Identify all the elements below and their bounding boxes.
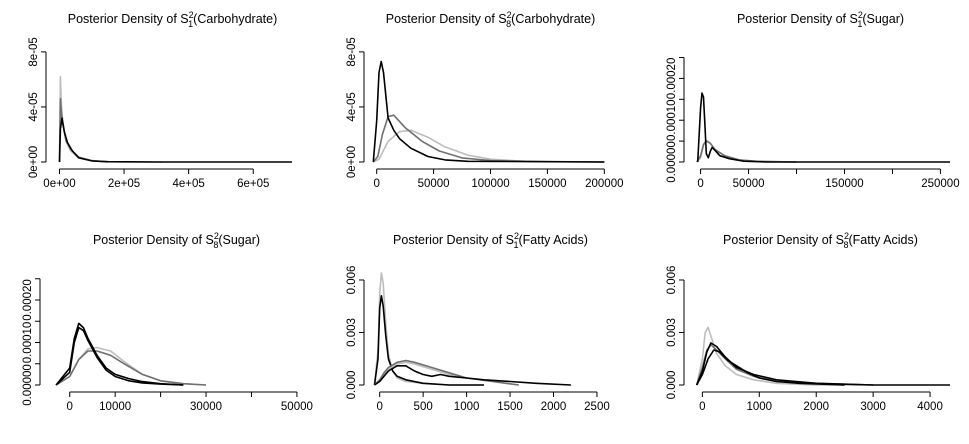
y-tick-label: 0.00020 <box>666 58 678 100</box>
y-tick-label: 0e+00 <box>28 146 40 178</box>
x-tick-label: 4000 <box>917 401 943 413</box>
x-tick-label: 250000 <box>921 178 959 190</box>
x-tick-label: 0 <box>376 401 382 413</box>
x-tick-label: 150000 <box>825 178 863 190</box>
y-tick-label: 4e-05 <box>346 92 358 121</box>
x-tick-label: 10000 <box>99 401 131 413</box>
density-series-2 <box>695 343 874 386</box>
chart-panel-4: Posterior Density of S2 8(Sugar) 0 10000 300… <box>22 231 313 413</box>
density-series-4 <box>695 349 845 386</box>
x-tick-label: 2e+05 <box>108 178 140 190</box>
y-tick-label: 4e-05 <box>28 92 40 121</box>
chart-panel-6: Posterior Density of S2 8(Fatty Acids) 0 10… <box>666 231 950 413</box>
y-tick-label: 0.00000 <box>22 364 34 406</box>
density-series-3 <box>58 117 292 163</box>
density-series-1 <box>696 139 797 163</box>
y-tick-label: 8e-05 <box>346 37 358 66</box>
chart-title: Posterior Density of S2 8(Carbohydrate) <box>386 10 596 29</box>
x-tick-label: 1000 <box>747 401 773 413</box>
x-tick-label: 0e+00 <box>43 178 75 190</box>
x-tick-label: 30000 <box>190 401 222 413</box>
x-tick-label: 500 <box>414 401 433 413</box>
x-tick-label: 50000 <box>281 401 313 413</box>
x-tick-label: 0 <box>67 401 73 413</box>
density-series-3 <box>696 92 950 163</box>
y-tick-label: 0.003 <box>346 318 358 347</box>
x-tick-label: 6e+05 <box>237 178 269 190</box>
density-series-2 <box>58 97 108 163</box>
density-series-1 <box>372 129 605 163</box>
chart-title: Posterior Density of S2 8(Fatty Acids) <box>723 231 918 250</box>
x-tick-label: 2500 <box>584 401 610 413</box>
x-tick-label: 1000 <box>454 401 480 413</box>
chart-panel-3: Posterior Density of S2 1(Sugar) 0 50000 150… <box>666 10 960 190</box>
y-tick-label: 0.00020 <box>22 279 34 321</box>
y-tick-label: 0e+00 <box>346 146 358 178</box>
x-tick-label: 0 <box>697 178 703 190</box>
density-series-2 <box>372 114 605 163</box>
chart-title: Posterior Density of S2 8(Sugar) <box>93 231 260 250</box>
x-tick-label: 3000 <box>860 401 886 413</box>
x-tick-label: 1500 <box>497 401 523 413</box>
y-tick-label: 0.00010 <box>22 322 34 364</box>
density-series-4 <box>55 326 184 386</box>
density-series-1 <box>695 326 874 386</box>
x-tick-label: 2000 <box>803 401 829 413</box>
density-series-2 <box>373 294 484 386</box>
x-tick-label: 4e+05 <box>172 178 204 190</box>
x-tick-label: 2000 <box>541 401 567 413</box>
chart-title: Posterior Density of S2 1(Carbohydrate) <box>68 10 278 29</box>
y-tick-label: 8e-05 <box>28 37 40 66</box>
y-tick-label: 0.006 <box>346 266 358 295</box>
density-series-3 <box>372 60 605 163</box>
y-tick-label: 0.00010 <box>666 99 678 141</box>
x-tick-label: 50000 <box>733 178 765 190</box>
chart-panel-5: Posterior Density of S2 1(Fatty Acids) 0 50… <box>346 231 610 413</box>
chart-title: Posterior Density of S2 1(Sugar) <box>737 10 904 29</box>
density-series-2 <box>696 140 797 163</box>
density-series-1 <box>58 75 163 163</box>
chart-panel-2: Posterior Density of S2 8(Carbohydrate) 0 5… <box>346 10 623 190</box>
chart-title: Posterior Density of S2 1(Fatty Acids) <box>393 231 588 250</box>
y-tick-label: 0.003 <box>666 318 678 347</box>
chart-panel-1: Posterior Density of S2 1(Carbohydrate) 0e… <box>28 10 292 190</box>
x-tick-label: 50000 <box>418 178 450 190</box>
y-tick-label: 0.006 <box>666 266 678 295</box>
density-series-3 <box>55 322 184 386</box>
x-tick-label: 0 <box>699 401 705 413</box>
y-tick-label: 0.00000 <box>666 141 678 183</box>
x-tick-label: 200000 <box>585 178 623 190</box>
x-tick-label: 0 <box>373 178 379 190</box>
y-tick-label: 0.000 <box>346 371 358 400</box>
x-tick-label: 150000 <box>528 178 566 190</box>
x-tick-label: 100000 <box>471 178 509 190</box>
y-tick-label: 0.000 <box>666 371 678 400</box>
density-series-2 <box>55 350 207 386</box>
density-series-5 <box>374 364 571 386</box>
